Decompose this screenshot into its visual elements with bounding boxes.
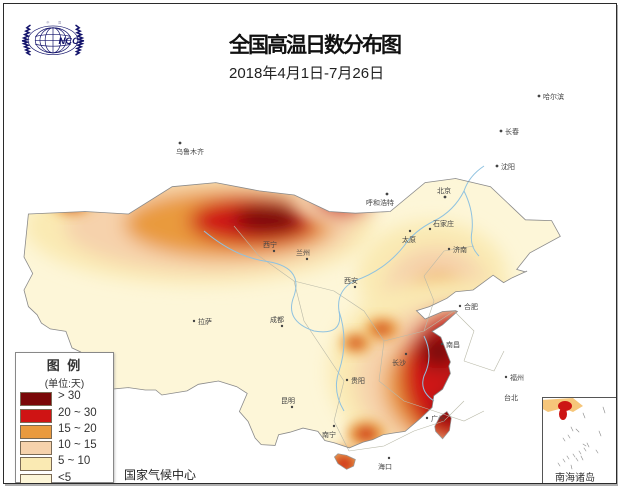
svg-text:兰州: 兰州 bbox=[296, 248, 310, 257]
svg-text:合肥: 合肥 bbox=[464, 302, 478, 311]
svg-text:长沙: 长沙 bbox=[392, 358, 406, 367]
svg-text:长春: 长春 bbox=[505, 127, 519, 136]
svg-text:乌鲁木齐: 乌鲁木齐 bbox=[176, 147, 204, 156]
svg-text:广州: 广州 bbox=[431, 414, 445, 423]
svg-text:国: 国 bbox=[58, 19, 61, 24]
svg-text:北京: 北京 bbox=[437, 186, 451, 195]
svg-text:拉萨: 拉萨 bbox=[198, 317, 212, 326]
svg-text:台北: 台北 bbox=[504, 393, 518, 402]
svg-text:济南: 济南 bbox=[453, 245, 467, 254]
svg-text:哈尔滨: 哈尔滨 bbox=[543, 92, 564, 101]
svg-text:西宁: 西宁 bbox=[263, 240, 277, 249]
svg-text:NCC: NCC bbox=[58, 35, 79, 46]
svg-text:南宁: 南宁 bbox=[322, 430, 336, 439]
svg-text:太原: 太原 bbox=[402, 235, 416, 244]
svg-text:沈阳: 沈阳 bbox=[501, 162, 515, 171]
svg-text:石家庄: 石家庄 bbox=[433, 219, 454, 228]
svg-text:西安: 西安 bbox=[344, 276, 358, 285]
svg-text:成都: 成都 bbox=[270, 315, 284, 324]
svg-text:中: 中 bbox=[46, 19, 49, 24]
svg-text:贵阳: 贵阳 bbox=[351, 376, 365, 385]
svg-text:福州: 福州 bbox=[510, 373, 524, 382]
svg-text:海口: 海口 bbox=[378, 462, 392, 471]
svg-text:昆明: 昆明 bbox=[281, 397, 295, 405]
svg-text:南海诸岛: 南海诸岛 bbox=[555, 471, 595, 484]
svg-text:呼和浩特: 呼和浩特 bbox=[366, 198, 394, 207]
svg-text:南昌: 南昌 bbox=[446, 340, 460, 349]
